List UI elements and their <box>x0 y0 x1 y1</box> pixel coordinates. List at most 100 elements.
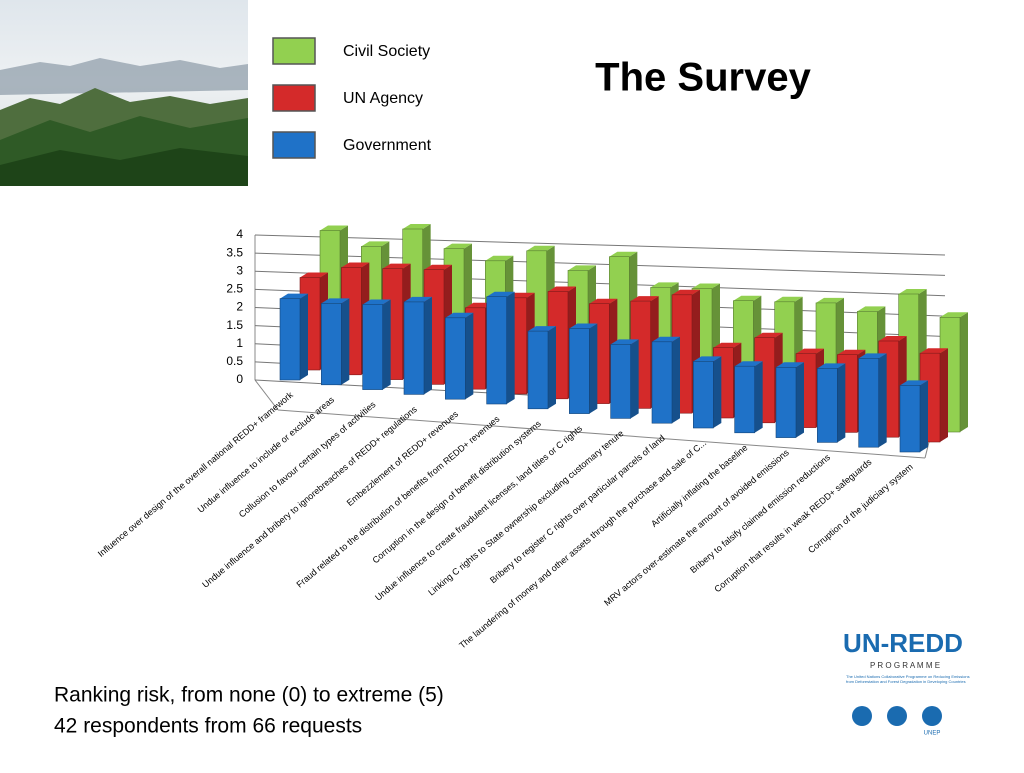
y-tick-label: 4 <box>236 227 243 241</box>
bar-top <box>485 255 514 261</box>
legend-swatch <box>272 37 316 65</box>
y-tick-label: 1.5 <box>226 318 243 332</box>
bar-top <box>610 339 639 345</box>
bar <box>527 330 549 410</box>
bar-side <box>630 339 639 419</box>
note: Ranking risk, from none (0) to extreme (… <box>54 684 444 707</box>
bar-top <box>754 332 783 338</box>
bar-top <box>692 283 720 289</box>
bar <box>817 368 838 443</box>
floor-edge <box>254 379 279 411</box>
bar-top <box>878 336 907 341</box>
bar-top <box>402 224 431 229</box>
logo-subtitle: P R O G R A M M E <box>870 661 940 670</box>
bar <box>445 317 466 400</box>
bar-top <box>486 291 515 297</box>
bar-side <box>300 293 308 380</box>
bar-side <box>754 361 763 433</box>
logo-text-box: The United Nations Collaborative Program… <box>846 674 970 684</box>
bar <box>279 298 301 381</box>
floor-edge <box>277 409 926 459</box>
bar-top <box>734 361 763 367</box>
bar-top <box>796 348 824 354</box>
x-tick-label: Bribery to register C rights over partic… <box>488 433 667 585</box>
bar-side <box>837 363 846 443</box>
y-tick-label: 3 <box>236 263 243 277</box>
legend-label: Civil Society <box>343 43 430 60</box>
bar <box>899 385 921 453</box>
bar-top <box>528 326 556 332</box>
bar-top <box>465 302 494 308</box>
bar-top <box>650 282 679 288</box>
bar-top <box>776 362 804 368</box>
bar-top <box>280 293 308 299</box>
bar-top <box>321 298 350 304</box>
bar-top <box>589 298 618 304</box>
bar-top <box>920 348 948 354</box>
bar-top <box>404 296 432 302</box>
bar-top <box>548 286 576 292</box>
bar-top <box>444 243 472 249</box>
bar <box>610 344 631 419</box>
bar-top <box>774 296 803 302</box>
bar-side <box>796 362 804 438</box>
bar <box>403 301 425 395</box>
bar-side <box>672 336 680 424</box>
bar <box>734 365 755 434</box>
bar-top <box>900 380 928 386</box>
bar-top <box>837 349 866 355</box>
x-tick-label: MRV actors over-estimate the amount of a… <box>602 447 791 608</box>
bar-top <box>898 289 927 294</box>
y-tick-label: 2.5 <box>226 282 243 296</box>
bar-top <box>300 272 328 278</box>
y-tick-label: 1 <box>236 336 243 350</box>
bar-top <box>857 306 886 312</box>
y-tick-label: 3.5 <box>226 245 243 259</box>
bar <box>775 366 797 438</box>
bar-top <box>817 363 846 369</box>
logo: UN-REDD P R O G R A M M E The United Nat… <box>836 622 974 742</box>
bar-top <box>320 225 348 231</box>
bar-side <box>960 312 968 432</box>
bar-top <box>816 297 844 303</box>
bar-side <box>878 353 887 448</box>
legend-swatch <box>272 131 316 159</box>
bar-top <box>693 356 722 362</box>
logo-text: The United Nations Collaborative Program… <box>846 674 970 684</box>
bar-top <box>713 342 742 348</box>
x-tick-label: Corruption of the judiciary system <box>806 462 915 556</box>
bar-top <box>382 263 411 269</box>
bar-top <box>445 312 474 318</box>
bar-top <box>630 296 659 302</box>
x-tick-label: Undue influence and bribery to ignorebre… <box>200 404 419 590</box>
bar-side <box>506 291 515 404</box>
legend-label: UN Agency <box>343 90 423 107</box>
bar-side <box>382 299 391 390</box>
bar <box>569 328 590 414</box>
bar-top <box>940 312 968 318</box>
y-tick-label: 0 <box>236 372 243 386</box>
landscape-photo <box>0 0 248 186</box>
bar <box>858 358 879 448</box>
bar-top <box>568 265 596 271</box>
bar-top <box>672 289 700 295</box>
bar-top <box>569 323 598 329</box>
bar-side <box>920 380 928 452</box>
x-tick-label: Artificially inflating the baseline <box>649 442 749 528</box>
bar <box>693 361 714 429</box>
bar-top <box>526 245 555 251</box>
bar-top <box>609 251 638 257</box>
bar-top <box>424 264 452 270</box>
bar-top <box>733 295 762 301</box>
bar-side <box>713 356 722 428</box>
logo-partner: UNEP <box>924 731 941 737</box>
note: 42 respondents from 66 requests <box>54 715 362 738</box>
slide-title: The Survey <box>595 56 811 100</box>
x-tick-label: Corruption that results in weak REDD+ sa… <box>712 457 873 595</box>
bar-top <box>341 262 370 268</box>
logo-name: UN-REDD <box>843 628 963 658</box>
legend-swatch <box>272 84 316 112</box>
bar <box>362 304 383 390</box>
